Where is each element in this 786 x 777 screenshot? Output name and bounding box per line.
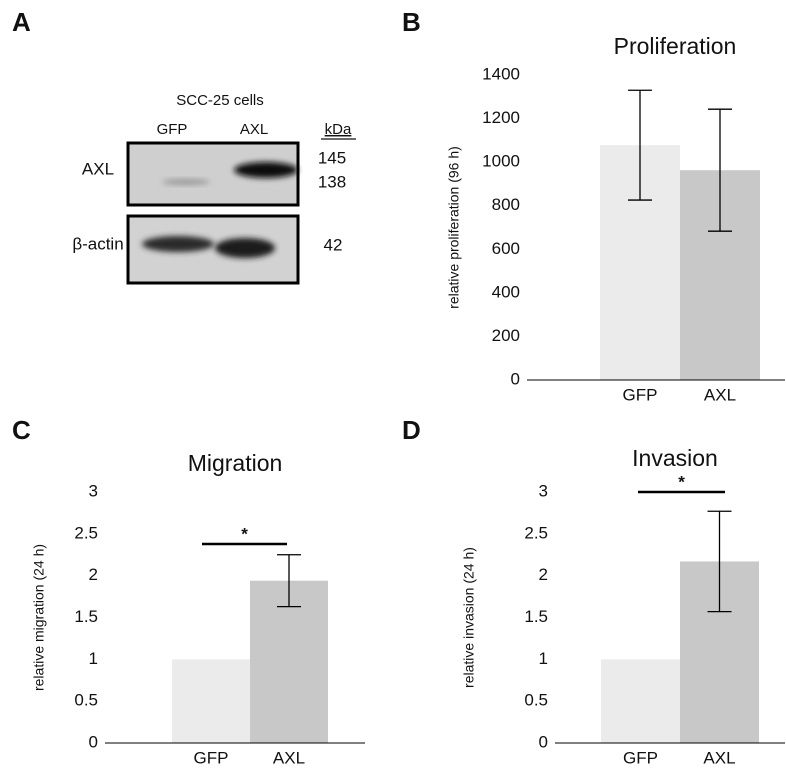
y-tick-label: 1 (539, 649, 548, 668)
y-tick-label: 400 (492, 282, 520, 301)
y-tick-label: 1400 (482, 64, 520, 83)
y-tick-label: 3 (539, 481, 548, 500)
x-tick-label: GFP (623, 748, 658, 767)
y-axis-label: relative proliferation (96 h) (446, 146, 462, 309)
y-tick-label: 1200 (482, 108, 520, 127)
y-tick-label: 0.5 (524, 691, 548, 710)
x-tick-label: AXL (704, 385, 736, 404)
y-axis-label: relative migration (24 h) (31, 544, 47, 691)
panel-letter: D (402, 415, 421, 445)
y-tick-label: 0 (511, 369, 520, 388)
y-tick-label: 1000 (482, 152, 520, 171)
significance-label: * (678, 472, 685, 491)
y-tick-label: 2.5 (74, 523, 98, 542)
row-label: β-actin (72, 234, 123, 253)
panel-letter: B (402, 7, 421, 37)
size-label: 145 (318, 148, 346, 167)
y-tick-label: 800 (492, 195, 520, 214)
band (234, 162, 298, 178)
chart-title: Migration (188, 450, 283, 476)
lane-label: AXL (240, 121, 268, 138)
y-tick-label: 2.5 (524, 523, 548, 542)
y-tick-label: 1.5 (524, 607, 548, 626)
y-tick-label: 2 (539, 565, 548, 584)
size-label: 42 (324, 235, 343, 254)
y-tick-label: 0.5 (74, 691, 98, 710)
band (215, 238, 275, 258)
lane-label: GFP (157, 121, 188, 138)
significance-label: * (241, 524, 248, 543)
y-tick-label: 2 (89, 565, 98, 584)
y-tick-label: 0 (539, 732, 548, 751)
y-tick-label: 3 (89, 481, 98, 500)
y-tick-label: 0 (89, 732, 98, 751)
chart-title: Proliferation (614, 33, 737, 59)
x-tick-label: GFP (194, 748, 229, 767)
y-tick-label: 1 (89, 649, 98, 668)
x-tick-label: AXL (273, 748, 305, 767)
y-tick-label: 1.5 (74, 607, 98, 626)
y-tick-label: 600 (492, 239, 520, 258)
panel-letter: C (12, 415, 31, 445)
panel-letter: A (12, 7, 31, 37)
unit-label: kDa (325, 121, 352, 138)
band (162, 179, 210, 185)
bar (172, 659, 250, 743)
bar (601, 659, 680, 743)
size-label: 138 (318, 172, 346, 191)
x-tick-label: GFP (623, 385, 658, 404)
bar (250, 580, 328, 743)
band (142, 236, 214, 252)
row-label: AXL (82, 159, 114, 178)
y-tick-label: 200 (492, 326, 520, 345)
blot-title: SCC-25 cells (176, 92, 264, 109)
x-tick-label: AXL (703, 748, 735, 767)
y-axis-label: relative invasion (24 h) (461, 547, 477, 688)
chart-title: Invasion (632, 445, 718, 471)
